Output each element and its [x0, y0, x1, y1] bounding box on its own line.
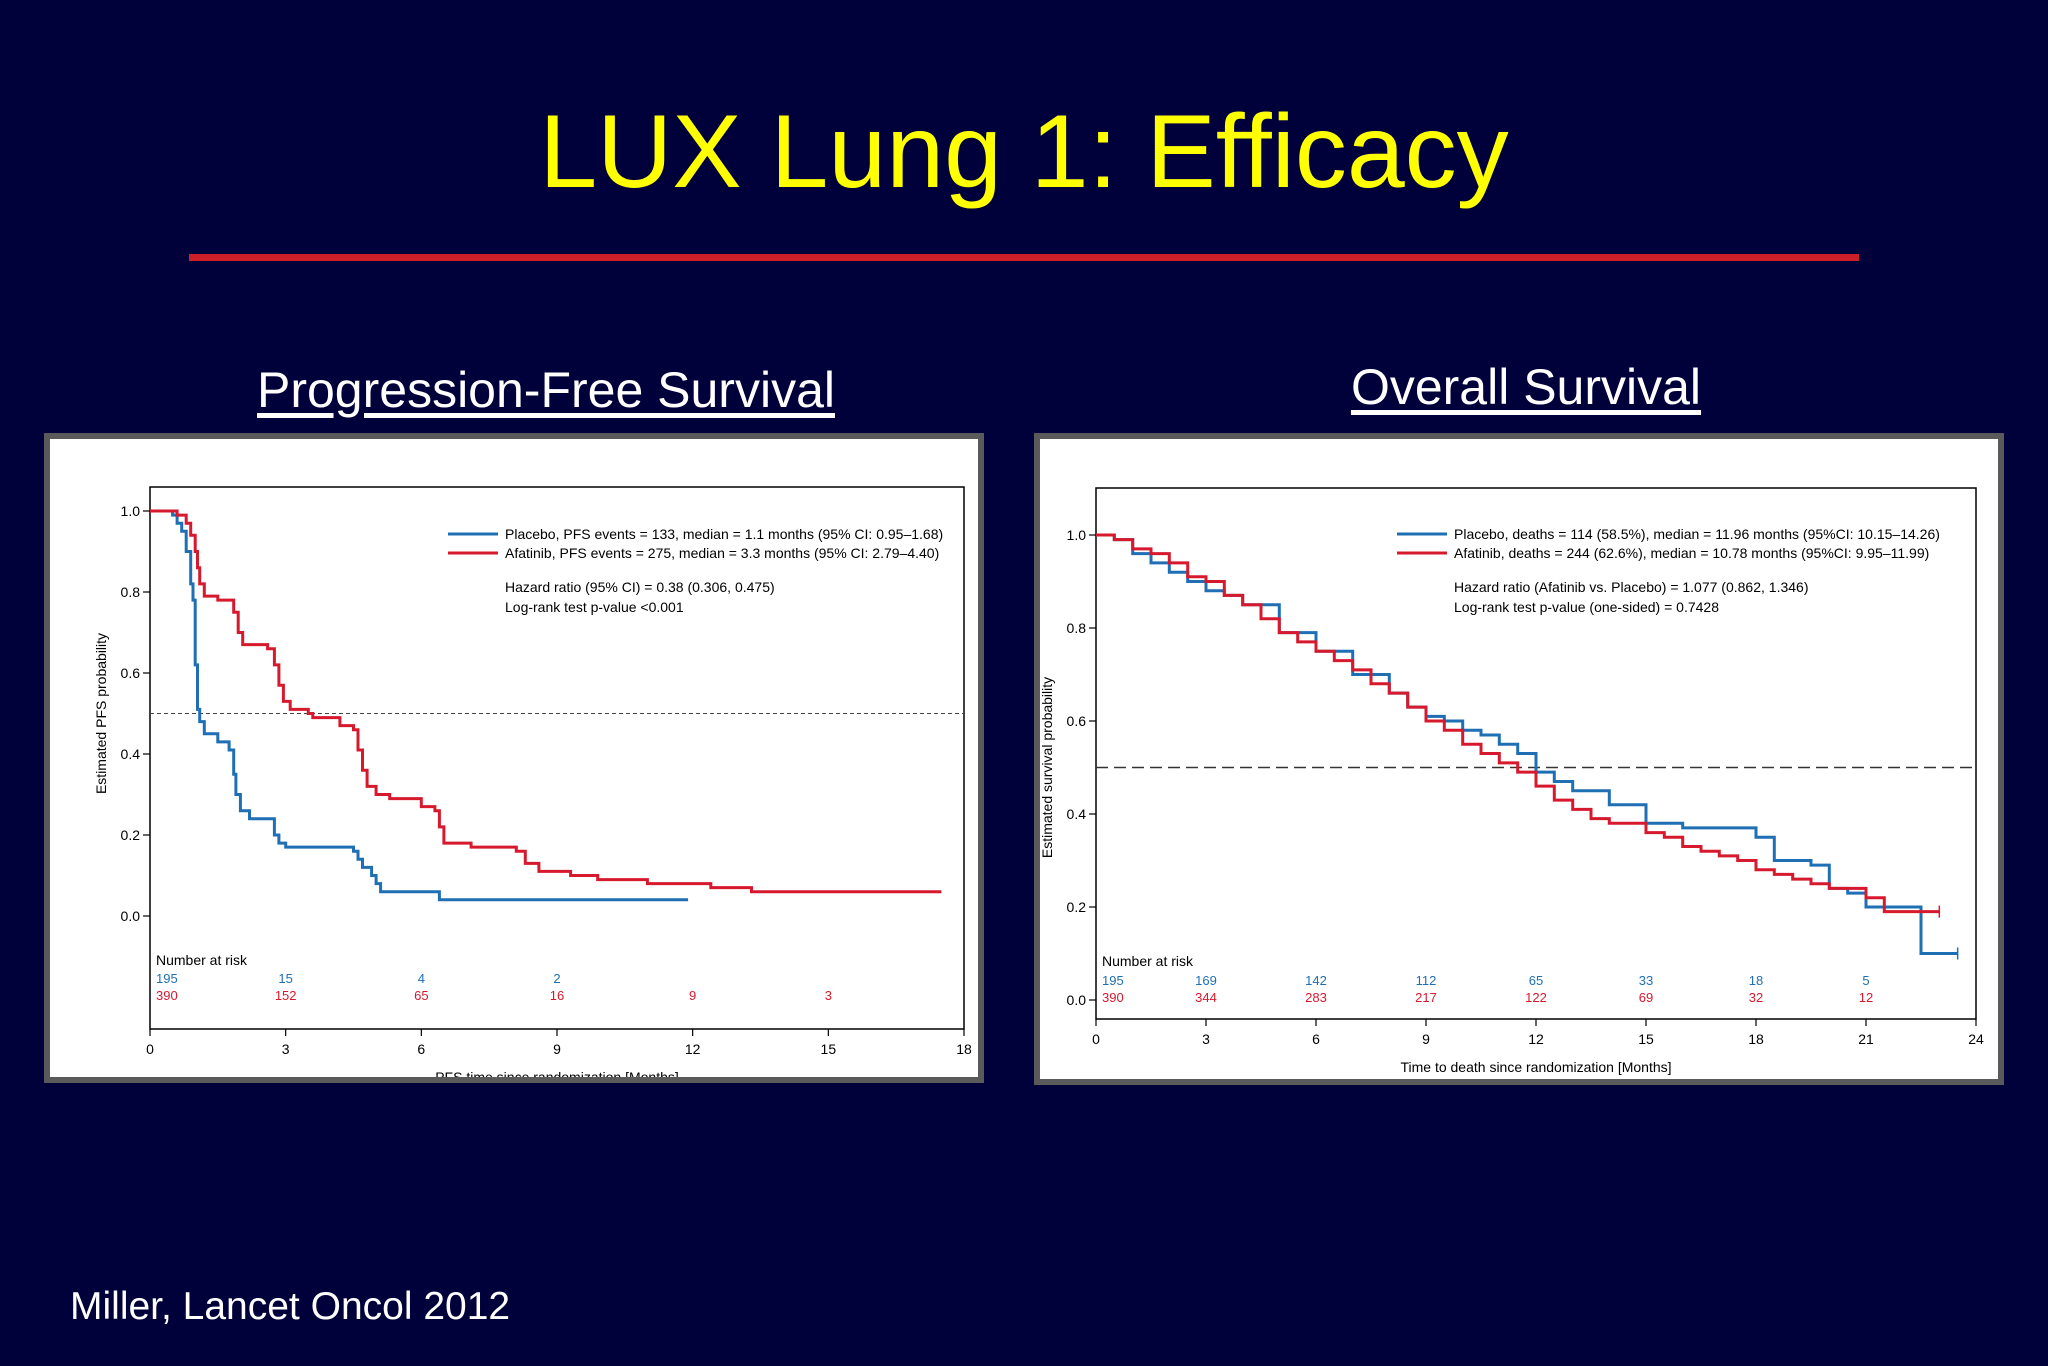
os-risk-afatinib-value: 344 — [1195, 990, 1217, 1005]
os-chart-panel: 0.0 0.2 0.4 0.6 0.8 1.0 0 3 6 9 12 15 18 21 24 Time to … — [1034, 433, 2004, 1085]
os-risk-afatinib-value: 390 — [1102, 990, 1124, 1005]
pfs-y-tick-label: 0.4 — [121, 746, 141, 762]
pfs-placebo-curve — [150, 509, 689, 902]
os-risk-placebo-value: 65 — [1529, 973, 1543, 988]
pfs-risk-afatinib-value: 65 — [414, 988, 428, 1003]
os-risk-placebo-value: 18 — [1749, 973, 1763, 988]
os-risk-placebo-value: 195 — [1102, 973, 1124, 988]
os-legend-entry: Afatinib, deaths = 244 (62.6%), median =… — [1454, 545, 1929, 561]
pfs-risk-afatinib-value: 3 — [825, 988, 832, 1003]
pfs-afatinib-curve — [150, 509, 942, 894]
os-risk-placebo-value: 142 — [1305, 973, 1327, 988]
pfs-risk-placebo-value: 2 — [553, 971, 560, 986]
os-risk-placebo-value: 169 — [1195, 973, 1217, 988]
os-y-tick-label: 0.0 — [1067, 992, 1087, 1008]
pfs-risk-afatinib-value: 152 — [275, 988, 297, 1003]
os-y-tick-label: 0.8 — [1067, 620, 1087, 636]
os-x-tick-label: 15 — [1638, 1031, 1654, 1047]
pfs-heading: Progression-Free Survival — [257, 362, 835, 418]
pfs-x-tick-label: 12 — [685, 1041, 701, 1057]
pfs-x-tick-label: 0 — [146, 1041, 154, 1057]
pfs-risk-afatinib-value: 9 — [689, 988, 696, 1003]
pfs-plot-frame — [149, 486, 965, 1030]
os-x-tick-label: 9 — [1422, 1031, 1430, 1047]
pfs-x-tick-label: 9 — [553, 1041, 561, 1057]
pfs-y-tick-label: 0.2 — [121, 827, 141, 843]
os-risk-afatinib-value: 12 — [1859, 990, 1873, 1005]
pfs-risk-placebo-value: 4 — [418, 971, 425, 986]
os-risk-afatinib-value: 283 — [1305, 990, 1327, 1005]
pfs-risk-afatinib-value: 16 — [550, 988, 564, 1003]
pfs-annotation: Hazard ratio (95% CI) = 0.38 (0.306, 0.4… — [505, 579, 775, 595]
pfs-risk-table-title: Number at risk — [156, 952, 248, 968]
pfs-y-tick-label: 0.6 — [121, 665, 141, 681]
os-heading: Overall Survival — [1350, 359, 1702, 415]
os-placebo-curve — [1096, 533, 1958, 955]
os-x-tick-label: 24 — [1968, 1031, 1984, 1047]
os-x-tick-label: 12 — [1528, 1031, 1544, 1047]
os-risk-placebo-value: 33 — [1639, 973, 1653, 988]
os-legend-entry: Placebo, deaths = 114 (58.5%), median = … — [1454, 526, 1940, 542]
pfs-legend-entry: Placebo, PFS events = 133, median = 1.1 … — [505, 526, 943, 542]
pfs-chart-panel: 0.0 0.2 0.4 0.6 0.8 1.0 0 3 6 9 12 15 18 PFS time sin… — [44, 433, 984, 1083]
os-y-axis-label: Estimated survival probability — [1040, 677, 1055, 858]
pfs-y-tick-label: 0.0 — [121, 908, 141, 924]
os-x-tick-label: 6 — [1312, 1031, 1320, 1047]
pfs-x-tick-label: 6 — [417, 1041, 425, 1057]
os-risk-afatinib-value: 69 — [1639, 990, 1653, 1005]
os-x-axis-label: Time to death since randomization [Month… — [1400, 1059, 1671, 1075]
pfs-risk-placebo-value: 195 — [156, 971, 178, 986]
pfs-x-tick-label: 18 — [956, 1041, 972, 1057]
os-risk-placebo-value: 112 — [1416, 973, 1437, 988]
os-risk-afatinib-value: 217 — [1415, 990, 1437, 1005]
os-risk-placebo-value: 5 — [1862, 973, 1869, 988]
pfs-x-axis-label: PFS time since randomization [Months] — [435, 1069, 679, 1077]
pfs-annotation: Log-rank test p-value <0.001 — [505, 599, 684, 615]
os-afatinib-curve — [1096, 533, 1940, 914]
os-x-tick-label: 21 — [1858, 1031, 1874, 1047]
os-x-tick-label: 3 — [1202, 1031, 1210, 1047]
pfs-y-axis-label: Estimated PFS probability — [93, 633, 109, 794]
pfs-y-tick-label: 0.8 — [121, 584, 141, 600]
pfs-x-tick-label: 3 — [282, 1041, 290, 1057]
os-y-tick-label: 0.2 — [1067, 899, 1087, 915]
os-y-tick-label: 1.0 — [1067, 527, 1087, 543]
pfs-legend-entry: Afatinib, PFS events = 275, median = 3.3… — [505, 545, 939, 561]
os-risk-afatinib-value: 122 — [1525, 990, 1547, 1005]
pfs-risk-afatinib-value: 390 — [156, 988, 178, 1003]
os-annotation: Log-rank test p-value (one-sided) = 0.74… — [1454, 599, 1719, 615]
os-x-tick-label: 0 — [1092, 1031, 1100, 1047]
citation: Miller, Lancet Oncol 2012 — [70, 1285, 511, 1328]
pfs-risk-placebo-value: 15 — [278, 971, 292, 986]
pfs-y-tick-label: 1.0 — [121, 503, 141, 519]
os-y-tick-label: 0.4 — [1067, 806, 1087, 822]
os-annotation: Hazard ratio (Afatinib vs. Placebo) = 1.… — [1454, 579, 1808, 595]
os-y-tick-label: 0.6 — [1067, 713, 1087, 729]
os-risk-table-title: Number at risk — [1102, 953, 1194, 969]
title-divider — [189, 254, 1859, 261]
slide-title: LUX Lung 1: Efficacy — [539, 94, 1509, 210]
os-x-tick-label: 18 — [1748, 1031, 1764, 1047]
pfs-x-tick-label: 15 — [821, 1041, 837, 1057]
pfs-chart: 0.0 0.2 0.4 0.6 0.8 1.0 0 3 6 9 12 15 18 PFS time sin… — [93, 486, 972, 1077]
os-risk-afatinib-value: 32 — [1749, 990, 1763, 1005]
